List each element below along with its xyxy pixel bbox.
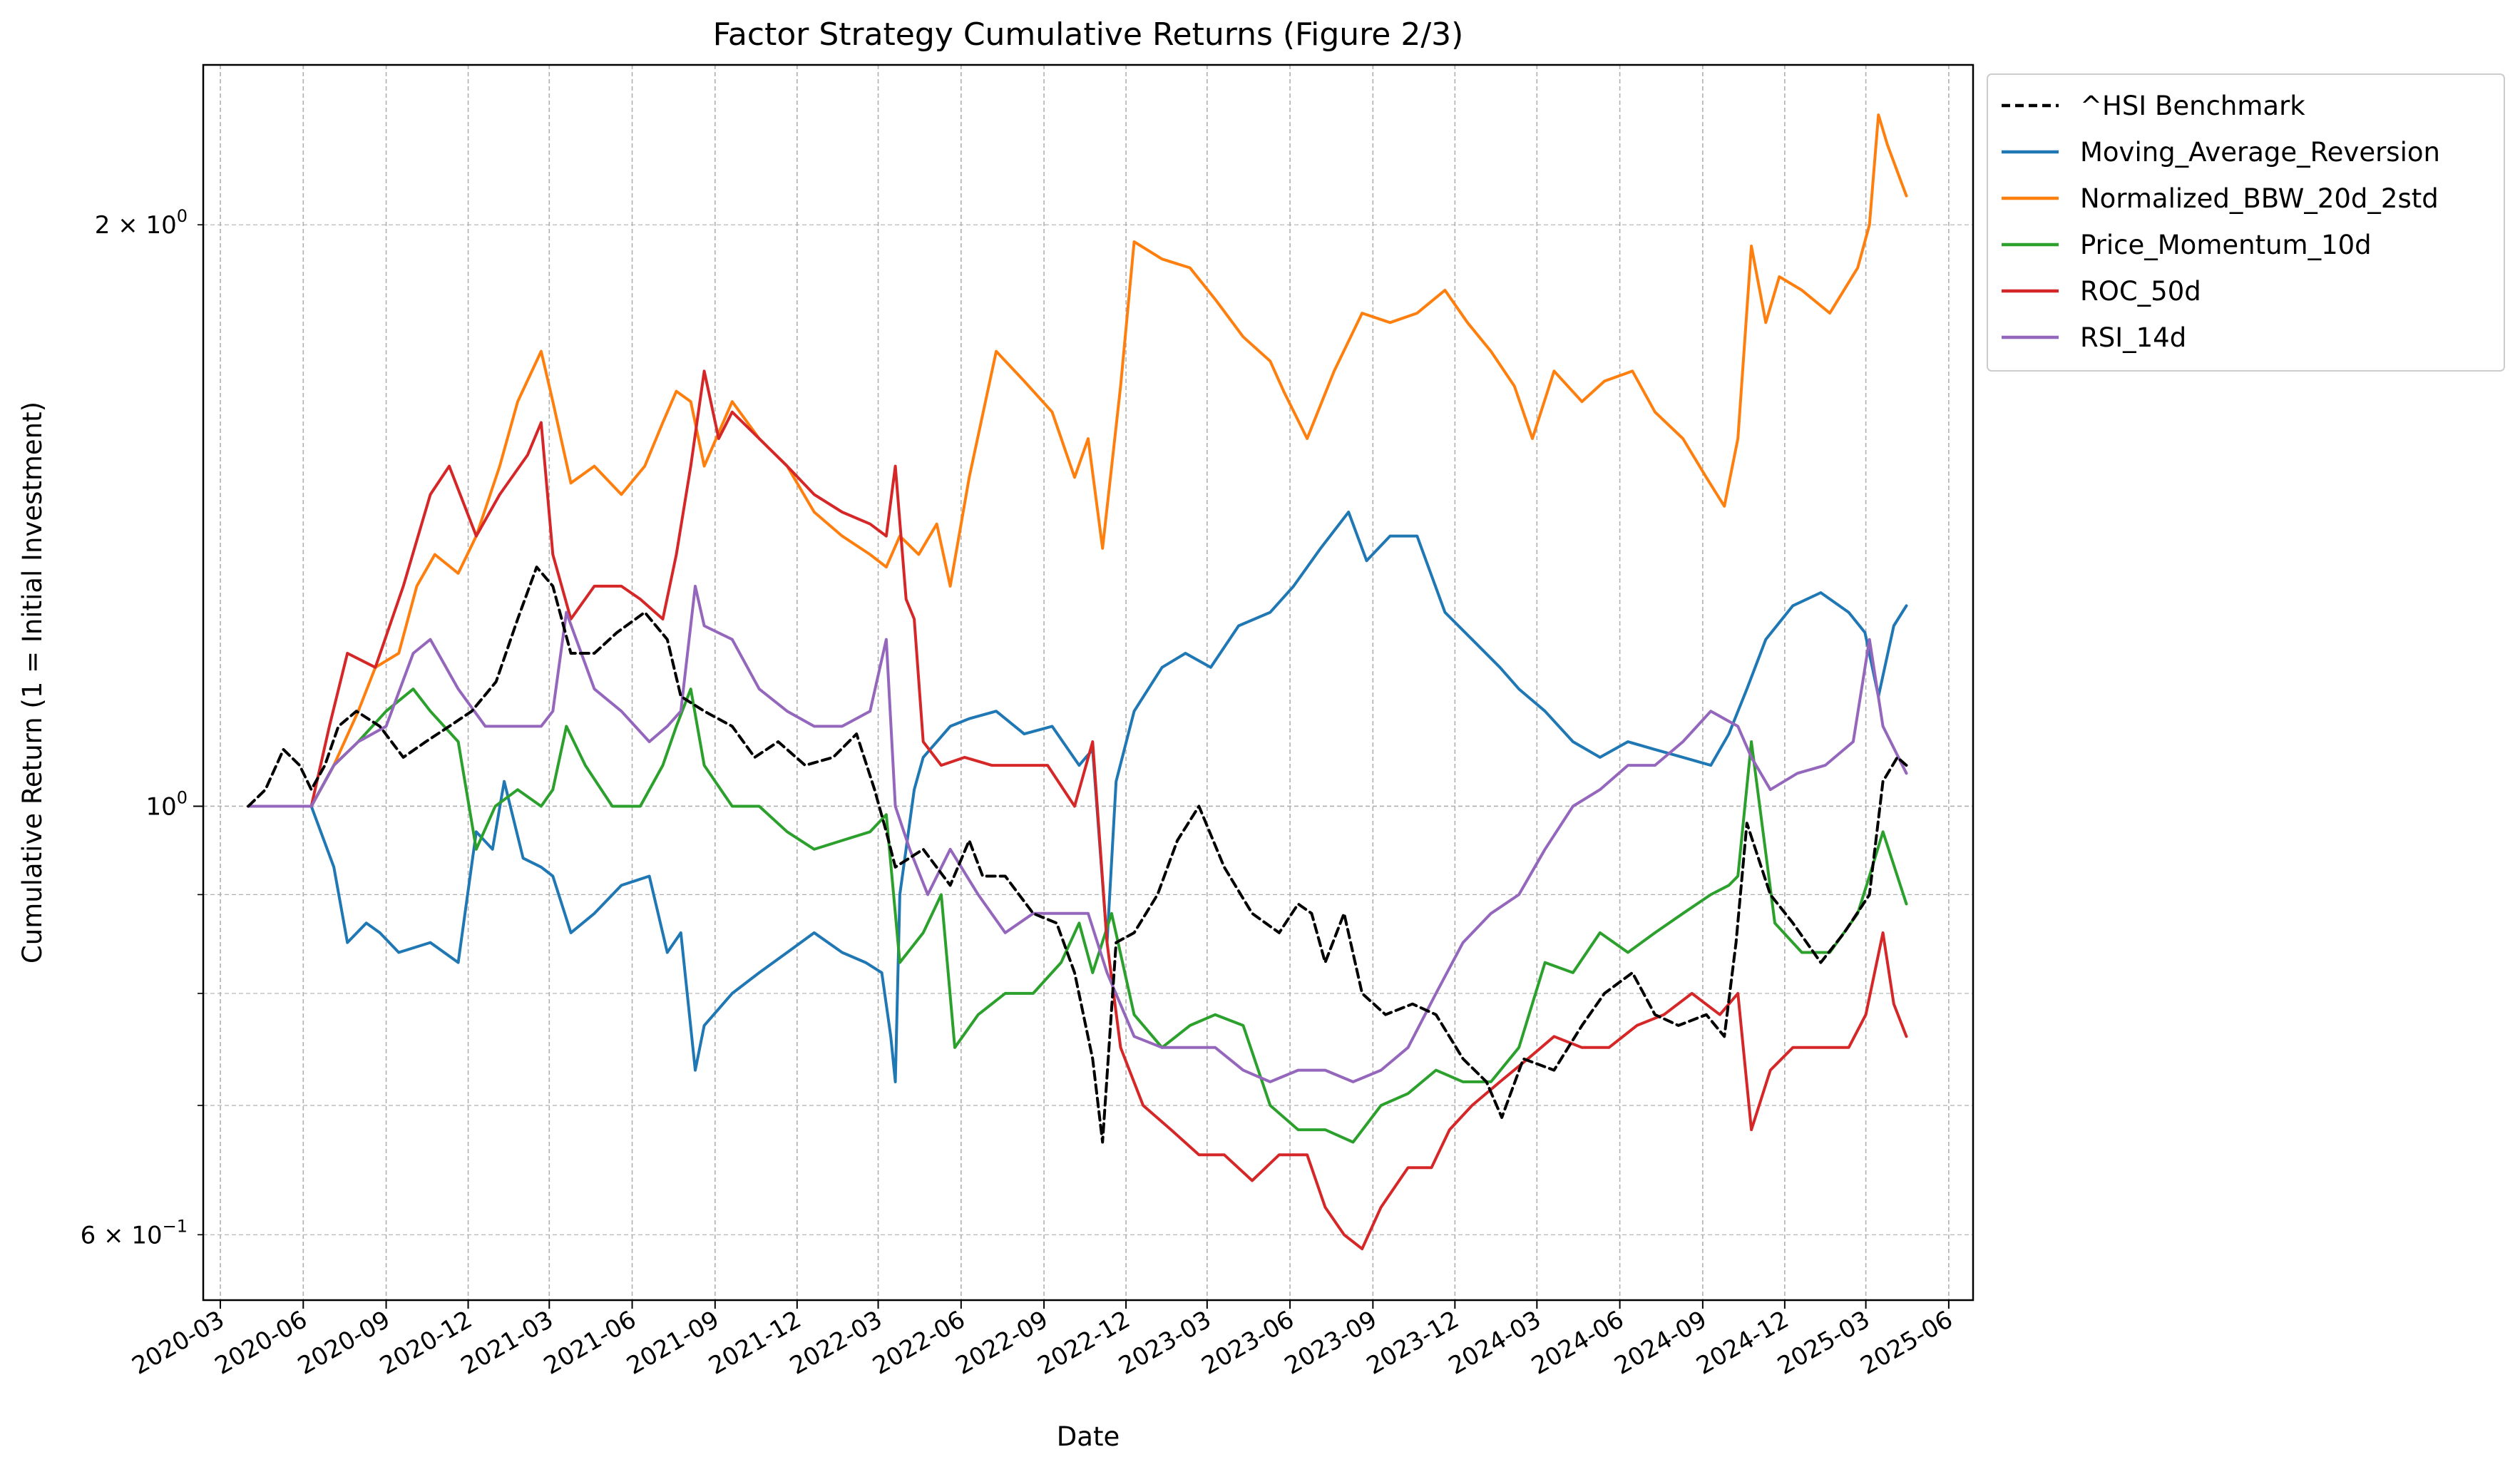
series-line-price-momentum-10d xyxy=(247,688,1908,1144)
plot-frame xyxy=(202,63,1974,1302)
y-tick-label: 100 xyxy=(145,787,188,821)
legend-label: Normalized_BBW_20d_2std xyxy=(2080,183,2439,214)
legend-label: Moving_Average_Reversion xyxy=(2080,137,2440,168)
chart-legend: ^HSI Benchmark Moving_Average_Reversion No… xyxy=(1987,73,2505,372)
y-tick-layer: 2 × 100 100 6 × 10−1 xyxy=(81,206,203,1249)
grid-layer xyxy=(203,65,1973,1300)
legend-box xyxy=(1987,73,2505,372)
legend-label: Price_Momentum_10d xyxy=(2080,230,2372,260)
series-line-rsi-14d xyxy=(247,584,1908,1083)
chart-title: Factor Strategy Cumulative Returns (Figu… xyxy=(713,16,1464,53)
series-line--hsi-benchmark xyxy=(247,566,1908,1144)
series-line-roc-50d xyxy=(247,369,1908,1251)
legend-label: ^HSI Benchmark xyxy=(2080,91,2305,121)
y-tick-label: 6 × 10−1 xyxy=(81,1216,188,1249)
y-tick-label: 2 × 100 xyxy=(95,206,188,240)
series-layer xyxy=(247,113,1908,1251)
x-axis-label: Date xyxy=(1057,1421,1120,1452)
legend-label: RSI_14d xyxy=(2080,322,2186,353)
y-axis-label: Cumulative Return (1 = Initial Investmen… xyxy=(17,402,48,964)
legend-label: ROC_50d xyxy=(2080,276,2201,307)
series-line-moving-average-reversion xyxy=(247,511,1908,1083)
series-line-normalized-bbw-20d-2std xyxy=(247,113,1908,808)
